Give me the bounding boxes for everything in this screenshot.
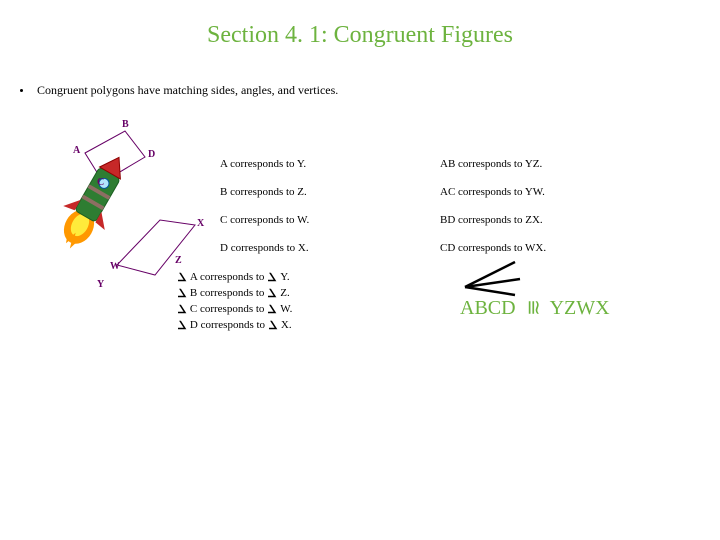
angle-icon: ∠ [268, 319, 278, 332]
vcorr-2: C corresponds to W. [220, 206, 309, 234]
scorr-2: BD corresponds to ZX. [440, 206, 546, 234]
angle-icon: ∠ [177, 271, 187, 284]
angle-icon: ∠ [177, 319, 187, 332]
acorr-1: ∠ B corresponds to ∠ Z. [177, 285, 292, 301]
acorr-left-2: C corresponds to [190, 303, 265, 315]
side-correspondence-column: AB corresponds to YZ. AC corresponds to … [440, 150, 546, 262]
congruence-right: YZWX [550, 297, 610, 319]
vertex-a: A [73, 145, 80, 156]
angle-icon: ∠ [177, 303, 187, 316]
angle-icon: ∠ [267, 303, 277, 316]
acorr-3: ∠ D corresponds to ∠ X. [177, 317, 292, 333]
acorr-right-3: X. [281, 319, 292, 331]
intro-text: Congruent polygons have matching sides, … [37, 83, 338, 98]
vertex-y: Y [97, 279, 104, 290]
vertex-b: B [122, 119, 129, 130]
angle-icon: ∠ [177, 287, 187, 300]
congruent-icon: ≅ [520, 299, 545, 316]
vcorr-1: B corresponds to Z. [220, 178, 309, 206]
acorr-right-2: W. [280, 303, 292, 315]
section-title: Section 4. 1: Congruent Figures [0, 0, 720, 49]
acorr-0: ∠ A corresponds to ∠ Y. [177, 269, 292, 285]
scorr-1: AC corresponds to YW. [440, 178, 546, 206]
vertex-x: X [197, 218, 204, 229]
vcorr-0: A corresponds to Y. [220, 150, 309, 178]
congruence-left: ABCD [460, 297, 516, 319]
acorr-right-0: Y. [280, 271, 289, 283]
vertex-z: Z [175, 255, 182, 266]
congruence-statement: ABCD ≅ YZWX [460, 295, 610, 320]
acorr-right-1: Z. [280, 287, 289, 299]
vertex-w: W [110, 261, 120, 272]
vertex-correspondence-column: A corresponds to Y. B corresponds to Z. … [220, 150, 309, 262]
acorr-left-0: A corresponds to [190, 271, 265, 283]
angle-drawing-icon [455, 257, 525, 297]
vertex-c: C [97, 177, 104, 188]
vertex-d: D [148, 149, 155, 160]
vcorr-3: D corresponds to X. [220, 234, 309, 262]
acorr-left-3: D corresponds to [190, 319, 265, 331]
angle-correspondence-block: ∠ A corresponds to ∠ Y. ∠ B corresponds … [177, 269, 292, 333]
angle-icon: ∠ [267, 287, 277, 300]
bullet-dot [20, 89, 23, 92]
angle-icon: ∠ [267, 271, 277, 284]
intro-bullet: Congruent polygons have matching sides, … [20, 83, 338, 98]
acorr-2: ∠ C corresponds to ∠ W. [177, 301, 292, 317]
scorr-0: AB corresponds to YZ. [440, 150, 546, 178]
acorr-left-1: B corresponds to [190, 287, 265, 299]
